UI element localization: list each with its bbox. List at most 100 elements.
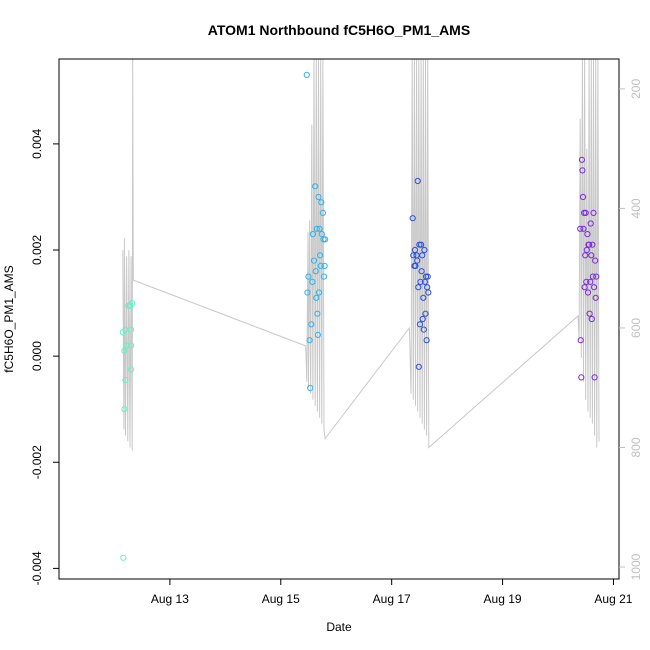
data-point bbox=[425, 289, 432, 296]
data-point bbox=[128, 326, 135, 333]
data-point bbox=[577, 337, 584, 344]
data-point bbox=[416, 321, 424, 328]
x-tick-label: Aug 13 bbox=[151, 592, 189, 606]
y-tick-label: 0.002 bbox=[30, 235, 44, 265]
data-point bbox=[317, 252, 324, 259]
data-point bbox=[586, 241, 593, 248]
data-point bbox=[591, 374, 598, 381]
y2-tick-label: 1000 bbox=[629, 553, 643, 580]
data-point bbox=[589, 241, 596, 248]
data-point bbox=[422, 273, 430, 280]
x-tick-label: Aug 15 bbox=[262, 592, 300, 606]
data-point bbox=[314, 331, 321, 338]
data-point bbox=[309, 278, 316, 285]
y-tick-label: -0.004 bbox=[30, 551, 44, 585]
y-tick-label: 0.004 bbox=[30, 129, 44, 159]
data-point bbox=[578, 156, 586, 163]
data-point bbox=[129, 300, 136, 307]
data-point bbox=[321, 262, 328, 269]
data-point bbox=[424, 273, 431, 280]
data-point bbox=[418, 268, 425, 275]
data-point bbox=[584, 231, 591, 238]
data-point bbox=[419, 252, 426, 259]
altitude-line-layer bbox=[122, 58, 600, 451]
data-point bbox=[418, 241, 425, 248]
data-point bbox=[590, 284, 598, 291]
data-point bbox=[420, 294, 427, 301]
data-point bbox=[421, 246, 428, 254]
data-point bbox=[320, 273, 328, 280]
x-axis: Aug 13 Aug 15 Aug 17 Aug 19 Aug 21 bbox=[151, 579, 633, 606]
data-point bbox=[587, 220, 594, 227]
data-point bbox=[306, 337, 313, 344]
data-point bbox=[583, 278, 590, 285]
data-point bbox=[409, 215, 416, 222]
data-point bbox=[583, 246, 590, 254]
data-point bbox=[587, 278, 594, 285]
y-tick-label: 0.000 bbox=[30, 341, 44, 371]
y-axis: -0.004 -0.002 0.000 0.002 0.004 bbox=[30, 129, 59, 585]
data-point bbox=[592, 294, 599, 301]
data-point bbox=[586, 310, 593, 317]
data-point bbox=[313, 225, 320, 232]
data-point bbox=[592, 257, 599, 264]
data-point bbox=[582, 252, 589, 259]
data-point bbox=[318, 231, 325, 238]
data-point bbox=[123, 342, 130, 349]
chart-title: ATOM1 Northbound fC5H6O_PM1_AMS bbox=[208, 22, 470, 38]
data-point bbox=[579, 193, 587, 201]
data-point bbox=[121, 347, 128, 354]
data-point bbox=[314, 310, 321, 317]
data-point bbox=[315, 193, 322, 201]
data-point bbox=[322, 236, 329, 243]
x-tick-label: Aug 19 bbox=[484, 592, 522, 606]
y2-tick-label: 400 bbox=[629, 198, 643, 218]
data-point bbox=[318, 199, 325, 206]
data-point bbox=[590, 209, 597, 216]
x-axis-label: Date bbox=[326, 620, 352, 634]
data-point bbox=[419, 315, 426, 323]
data-point bbox=[310, 257, 318, 264]
y2-tick-label: 600 bbox=[629, 318, 643, 338]
data-point bbox=[128, 342, 135, 349]
data-point bbox=[122, 376, 129, 384]
data-point bbox=[312, 183, 319, 190]
data-point bbox=[414, 257, 421, 264]
x-tick-label: Aug 17 bbox=[373, 592, 411, 606]
data-point bbox=[577, 225, 584, 232]
data-point bbox=[414, 177, 421, 185]
y-tick-label: -0.002 bbox=[30, 445, 44, 479]
data-point bbox=[579, 167, 586, 174]
data-point bbox=[316, 225, 323, 232]
data-point bbox=[312, 268, 319, 275]
data-point bbox=[420, 326, 427, 333]
y2-tick-label: 800 bbox=[629, 437, 643, 457]
y-axis-label: fC5H6O_PM1_AMS bbox=[2, 265, 16, 372]
data-point bbox=[416, 241, 423, 248]
data-point bbox=[593, 273, 600, 280]
data-point bbox=[317, 262, 324, 269]
data-point bbox=[580, 225, 587, 232]
data-point bbox=[588, 315, 595, 323]
data-point bbox=[121, 406, 128, 413]
data-point bbox=[410, 252, 417, 259]
x-tick-label: Aug 21 bbox=[594, 592, 632, 606]
data-point bbox=[422, 310, 429, 317]
data-point bbox=[415, 284, 422, 291]
scatter-points-layer bbox=[119, 71, 600, 561]
data-point bbox=[417, 278, 424, 285]
data-point bbox=[308, 321, 315, 328]
data-point bbox=[423, 337, 430, 344]
data-point bbox=[415, 363, 422, 370]
data-point bbox=[319, 209, 326, 216]
data-point bbox=[584, 289, 592, 296]
data-point bbox=[589, 273, 597, 280]
y2-tick-label: 200 bbox=[629, 79, 643, 99]
data-point bbox=[305, 273, 312, 280]
secondary-y-axis: 200 400 600 800 1000 bbox=[619, 79, 643, 580]
data-point bbox=[120, 554, 127, 561]
data-point bbox=[309, 231, 316, 238]
data-point bbox=[582, 209, 589, 216]
data-point bbox=[313, 294, 320, 301]
